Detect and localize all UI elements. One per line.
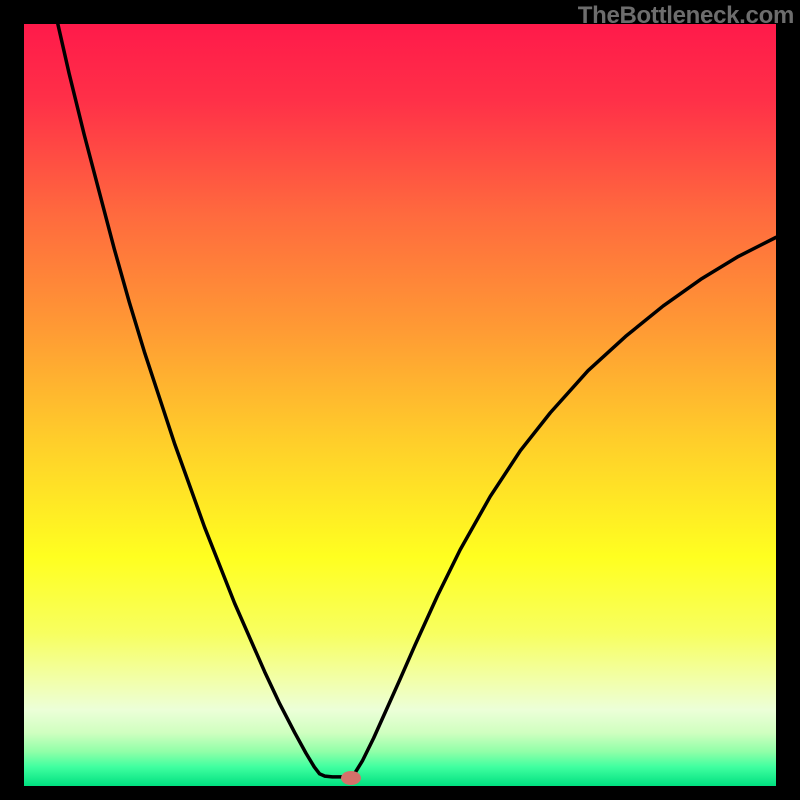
optimum-marker xyxy=(341,771,361,785)
chart-frame: TheBottleneck.com xyxy=(0,0,800,800)
plot-area xyxy=(24,24,776,786)
curve-svg xyxy=(24,24,776,786)
bottleneck-curve xyxy=(58,24,776,777)
